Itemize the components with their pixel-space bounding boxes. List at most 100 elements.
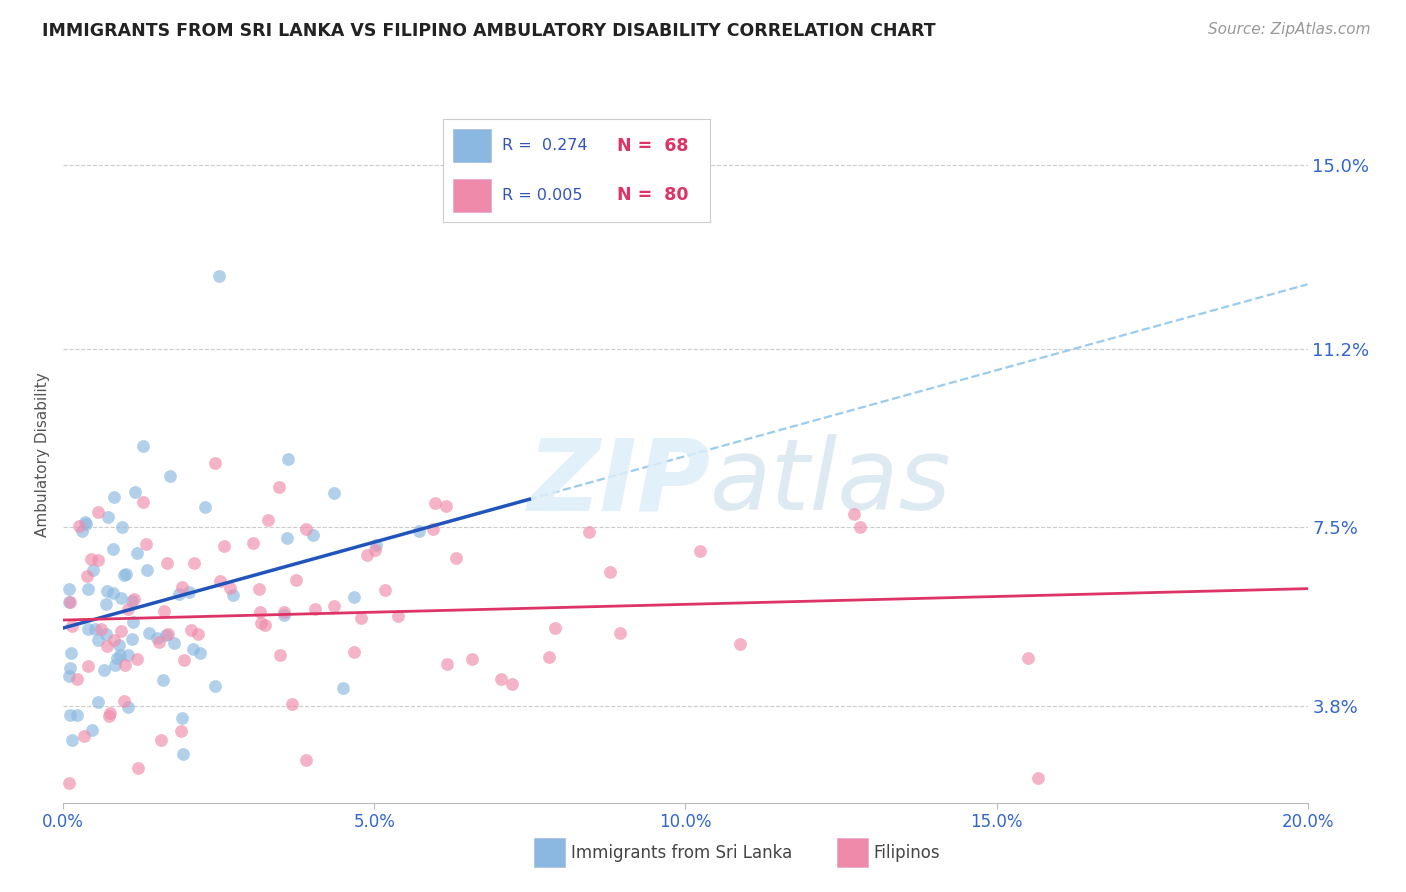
Point [848, 520, 870, 534]
Point [77, 658, 100, 673]
Point [156, 556, 179, 570]
Point [149, 732, 172, 747]
Point [135, 537, 157, 551]
Point [104, 658, 127, 673]
Point [60, 619, 83, 633]
Point [689, 544, 711, 558]
Point [127, 761, 149, 775]
Point [98, 706, 121, 721]
Point [77, 623, 100, 637]
Point [277, 451, 299, 466]
Point [121, 615, 143, 630]
Point [434, 499, 457, 513]
Point [157, 627, 180, 641]
Text: atlas: atlas [710, 434, 952, 532]
Point [127, 546, 149, 560]
Point [209, 574, 232, 589]
Point [131, 439, 153, 453]
Point [179, 585, 201, 599]
Point [103, 491, 125, 505]
Point [364, 542, 387, 557]
Point [112, 694, 135, 708]
Point [422, 522, 444, 536]
Point [249, 605, 271, 619]
Point [302, 528, 325, 542]
Point [60, 733, 83, 747]
Point [183, 556, 205, 570]
Point [117, 648, 139, 662]
Point [281, 698, 304, 712]
Point [167, 587, 190, 601]
Point [208, 269, 231, 284]
Point [136, 563, 159, 577]
Point [159, 468, 181, 483]
Point [58, 776, 80, 790]
Point [103, 633, 125, 648]
Point [181, 641, 204, 656]
Point [501, 677, 523, 691]
Point [269, 648, 291, 662]
Point [1017, 651, 1039, 665]
Text: IMMIGRANTS FROM SRI LANKA VS FILIPINO AMBULATORY DISABILITY CORRELATION CHART: IMMIGRANTS FROM SRI LANKA VS FILIPINO AM… [42, 22, 936, 40]
Point [364, 538, 387, 552]
Point [544, 621, 567, 635]
Point [73, 729, 96, 743]
Point [82, 564, 104, 578]
Point [115, 567, 138, 582]
Point [537, 650, 560, 665]
Point [76, 582, 98, 596]
Point [66, 672, 89, 686]
Point [65, 707, 87, 722]
Point [59, 594, 82, 608]
Y-axis label: Ambulatory Disability: Ambulatory Disability [35, 373, 51, 537]
Point [82, 723, 104, 738]
Point [103, 542, 125, 557]
Text: Source: ZipAtlas.com: Source: ZipAtlas.com [1208, 22, 1371, 37]
Point [387, 608, 409, 623]
Point [253, 618, 276, 632]
Point [172, 580, 194, 594]
Point [110, 624, 132, 639]
Point [273, 607, 295, 622]
Point [59, 646, 82, 660]
Point [609, 625, 631, 640]
Point [90, 622, 112, 636]
Point [212, 539, 235, 553]
Point [204, 679, 226, 693]
Point [374, 583, 396, 598]
Point [193, 500, 215, 514]
Point [155, 628, 177, 642]
Text: Filipinos: Filipinos [873, 844, 939, 862]
Point [295, 753, 318, 767]
Text: ZIP: ZIP [527, 434, 710, 532]
Point [110, 591, 132, 605]
Point [101, 586, 124, 600]
Point [76, 569, 98, 583]
Point [96, 583, 118, 598]
Point [187, 627, 209, 641]
Point [247, 582, 270, 597]
Point [491, 672, 513, 686]
Point [84, 622, 107, 636]
Text: Immigrants from Sri Lanka: Immigrants from Sri Lanka [571, 844, 792, 862]
Point [105, 651, 128, 665]
Point [86, 552, 108, 566]
Point [117, 699, 139, 714]
Point [114, 658, 136, 673]
Point [124, 484, 146, 499]
Point [96, 639, 118, 653]
Point [578, 524, 600, 539]
Point [75, 517, 97, 532]
Point [117, 602, 139, 616]
Point [323, 599, 346, 613]
Point [121, 632, 143, 647]
Point [152, 673, 174, 687]
Point [80, 552, 103, 566]
Point [343, 645, 366, 659]
Point [58, 669, 80, 683]
Point [122, 591, 145, 606]
Point [108, 648, 131, 662]
Point [249, 616, 271, 631]
Point [138, 626, 160, 640]
Point [108, 638, 131, 652]
